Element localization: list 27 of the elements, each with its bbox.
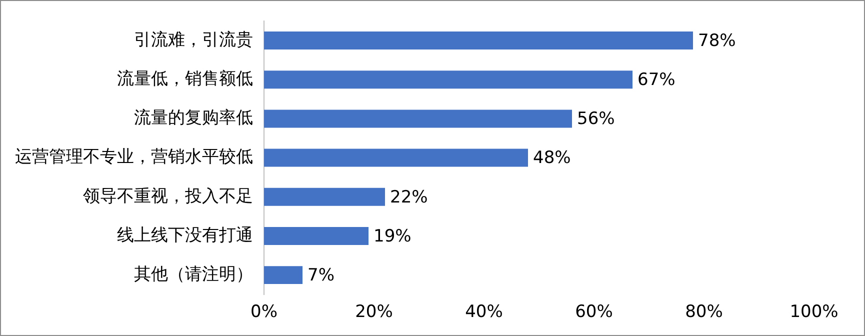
data-label: 67% bbox=[638, 70, 676, 90]
bar bbox=[264, 226, 368, 245]
x-tick-label: 40% bbox=[465, 302, 503, 322]
data-label: 48% bbox=[533, 148, 571, 168]
y-tick-label: 流量的复购率低 bbox=[134, 108, 253, 128]
data-label: 78% bbox=[698, 30, 736, 51]
bar bbox=[264, 148, 528, 167]
bar bbox=[264, 110, 572, 128]
data-label: 56% bbox=[577, 109, 615, 130]
y-tick-label: 流量低，销售额低 bbox=[117, 69, 253, 90]
data-label: 19% bbox=[374, 226, 412, 246]
bar bbox=[264, 188, 385, 206]
x-tick-label: 60% bbox=[575, 302, 613, 322]
x-tick-label: 80% bbox=[685, 302, 723, 322]
data-label: 22% bbox=[390, 187, 428, 208]
y-tick-label: 运营管理不专业，营销水平较低 bbox=[15, 147, 253, 168]
y-tick-label: 线上线下没有打通 bbox=[117, 225, 253, 246]
bar bbox=[264, 70, 632, 89]
data-label: 7% bbox=[308, 265, 334, 286]
y-tick-label: 引流难，引流贵 bbox=[134, 30, 253, 50]
bar bbox=[264, 266, 302, 284]
x-tick-label: 20% bbox=[355, 302, 393, 322]
x-tick-label: 0% bbox=[250, 302, 278, 322]
x-tick-label: 100% bbox=[790, 302, 838, 322]
y-tick-label: 其他（请注明） bbox=[134, 264, 253, 284]
y-tick-label: 领导不重视，投入不足 bbox=[83, 186, 253, 206]
bar bbox=[264, 32, 693, 50]
